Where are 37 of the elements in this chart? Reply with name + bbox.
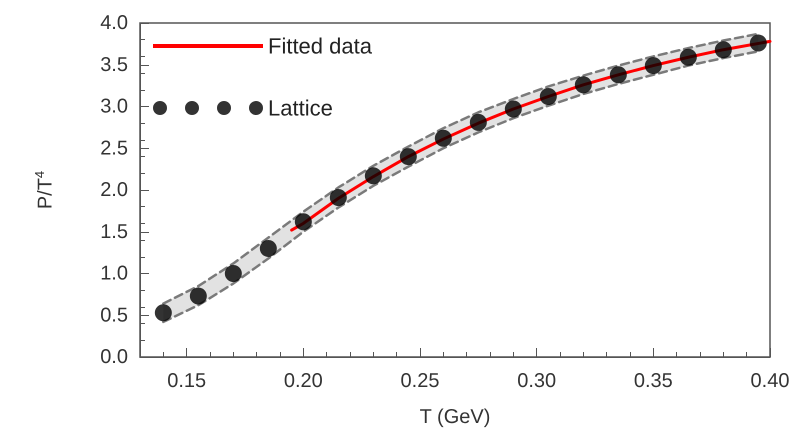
point <box>330 189 347 206</box>
point <box>190 288 207 305</box>
point <box>470 114 487 131</box>
point <box>610 66 627 84</box>
point <box>434 130 452 147</box>
legend-label: Fitted data <box>268 34 373 58</box>
y-tick-label: 4.0 <box>100 12 128 34</box>
point <box>574 76 592 94</box>
y-tick-label: 3.0 <box>100 96 128 118</box>
point <box>294 213 312 230</box>
point <box>644 57 662 74</box>
x-tick-label: 0.35 <box>634 370 673 392</box>
point <box>260 240 277 257</box>
point <box>364 167 382 184</box>
y-tick-label: 2.5 <box>100 137 128 160</box>
y-tick-label: 0.5 <box>100 304 128 326</box>
point <box>154 304 172 322</box>
y-tick-label: 2.0 <box>100 179 128 201</box>
point <box>504 100 522 118</box>
legend-label: Lattice <box>268 96 333 120</box>
point <box>224 265 242 282</box>
x-tick-label: 0.20 <box>284 370 323 392</box>
x-axis-title: T (GeV) <box>420 406 490 428</box>
y-tick-label: 1.5 <box>100 220 128 243</box>
point <box>400 148 417 166</box>
x-tick-label: 0.40 <box>750 370 790 392</box>
x-tick-label: 0.25 <box>400 370 440 392</box>
y-tick-label: 3.5 <box>100 54 128 76</box>
x-tick-label: 0.30 <box>517 370 556 392</box>
point <box>750 34 767 52</box>
y-axis-title: P/T4 <box>32 170 56 210</box>
y-tick-label: 0.0 <box>100 346 128 368</box>
x-tick-label: 0.15 <box>167 370 206 392</box>
point <box>714 41 732 58</box>
point <box>680 48 697 66</box>
y-tick-label: 1.0 <box>100 262 128 284</box>
point <box>540 88 557 105</box>
